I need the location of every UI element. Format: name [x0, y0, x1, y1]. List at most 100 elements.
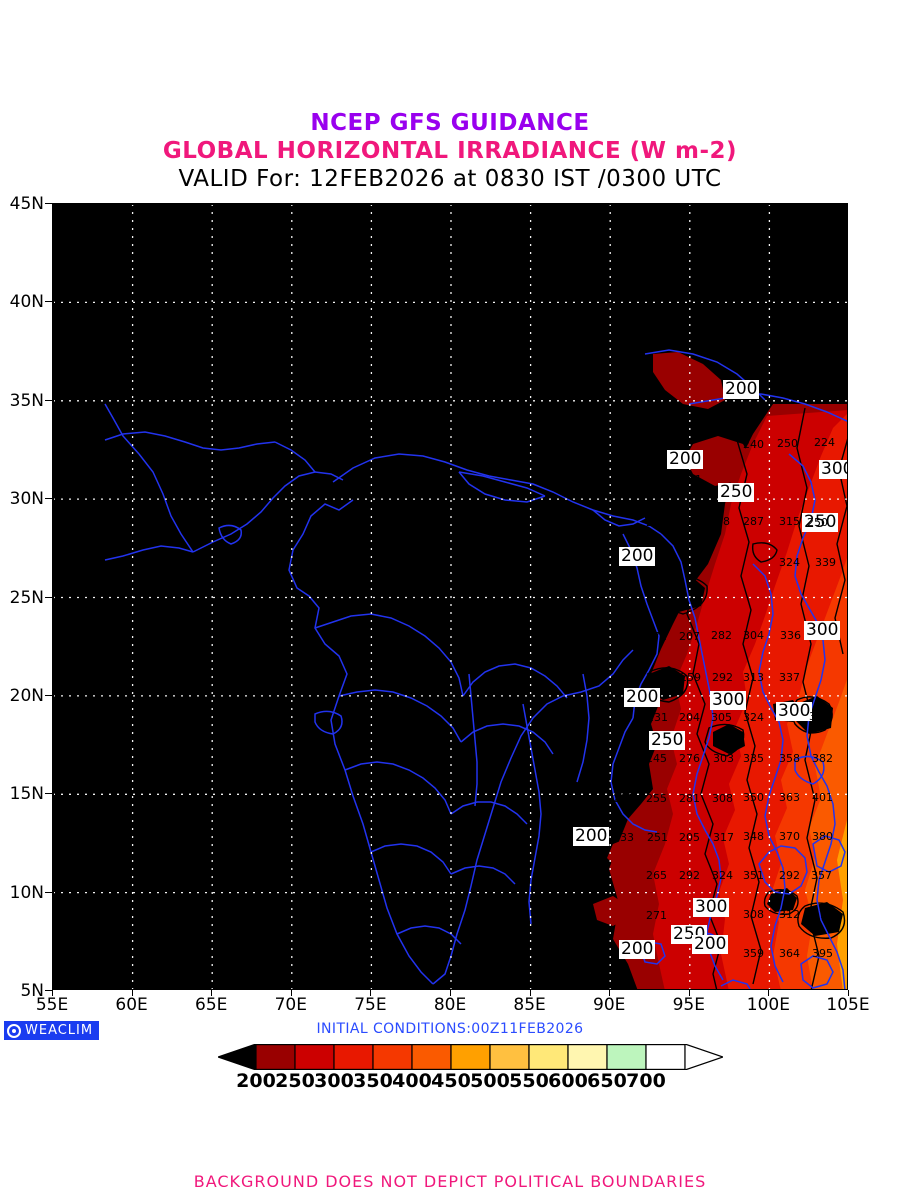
- x-axis-tick-label: 85E: [513, 995, 546, 1015]
- grid-point-value: 265: [646, 869, 667, 882]
- chart-title-validtime: VALID For: 12FEB2026 at 0830 IST /0300 U…: [178, 166, 722, 192]
- grid-point-value: 380: [812, 830, 833, 843]
- y-axis-tick-label: 10N: [9, 882, 44, 903]
- x-axis-tick: [848, 990, 849, 996]
- grid-point-value: 315: [779, 515, 800, 528]
- grid-point-value: 336: [780, 629, 801, 642]
- colorbar-segment: [294, 1044, 335, 1070]
- grid-point-value: 276: [679, 752, 700, 765]
- colorbar-segment: [450, 1044, 491, 1070]
- grid-point-value: 261: [681, 473, 702, 486]
- colorbar-tick-label: 600: [548, 1070, 588, 1092]
- grid-point-value: 303: [713, 752, 734, 765]
- colorbar-tick-label: 400: [392, 1070, 432, 1092]
- grid-point-value: 224: [814, 436, 835, 449]
- grid-point-value: 324: [779, 556, 800, 569]
- contour-label: 300: [776, 701, 813, 721]
- colorbar-tick-label: 250: [275, 1070, 315, 1092]
- chart-title-agency: NCEP GFS GUIDANCE: [310, 110, 590, 136]
- grid-point-value: 324: [743, 711, 764, 724]
- map-plot-area[interactable]: 200 200 250 300 250 200 300 200 300 300 250 200 300 2…: [52, 203, 848, 990]
- y-axis-tick-label: 45N: [9, 194, 44, 214]
- weaclim-logo[interactable]: WEACLIM: [4, 1021, 100, 1040]
- grid-point-value: 324: [712, 869, 733, 882]
- y-axis-tick-label: 20N: [9, 685, 44, 706]
- grid-point-value: 281: [679, 792, 700, 805]
- grid-point-value: 313: [743, 671, 764, 684]
- grid-point-value: 213: [646, 516, 667, 529]
- colorbar-over-arrow: [684, 1044, 723, 1070]
- y-axis-tick: [45, 400, 52, 401]
- grid-point-value: 350: [743, 791, 764, 804]
- colorbar-tick-label: 350: [353, 1070, 393, 1092]
- grid-point-value: 225: [646, 671, 667, 684]
- grid-point-value: 364: [779, 947, 800, 960]
- contour-label: 250: [718, 482, 755, 502]
- colorbar-tick-label: 450: [431, 1070, 471, 1092]
- colorbar-tick-label: 550: [509, 1070, 549, 1092]
- y-axis-tick: [45, 203, 52, 204]
- grid-point-value: 357: [811, 869, 832, 882]
- x-axis-tick: [450, 990, 451, 996]
- colorbar-under-arrow: [218, 1044, 257, 1070]
- x-axis-tick: [211, 990, 212, 996]
- x-axis-tick-label: 60E: [115, 995, 148, 1015]
- grid-point-value: 370: [779, 830, 800, 843]
- disclaimer-text: BACKGROUND DOES NOT DEPICT POLITICAL BOU…: [193, 1172, 707, 1191]
- circle-target-icon: [7, 1023, 21, 1038]
- grid-point-value: 259: [680, 671, 701, 684]
- y-axis-tick: [45, 990, 52, 991]
- contour-label: 200: [573, 826, 610, 846]
- colorbar-segment: [255, 1044, 296, 1070]
- map-canvas: [53, 204, 847, 989]
- grid-point-value: 271: [646, 909, 667, 922]
- grid-point-value: 207: [679, 630, 700, 643]
- colorbar[interactable]: [218, 1044, 723, 1070]
- grid-point-value: 222: [667, 405, 688, 418]
- grid-point-value: 348: [743, 830, 764, 843]
- colorbar-segment: [528, 1044, 569, 1070]
- x-axis-tick-label: 105E: [826, 995, 870, 1015]
- contour-label: 200: [624, 687, 661, 707]
- grid-point-value: 329: [809, 710, 830, 723]
- colorbar-segment: [489, 1044, 530, 1070]
- y-axis-tick: [45, 597, 52, 598]
- grid-point-value: 204: [679, 711, 700, 724]
- grid-point-value: 401: [812, 791, 833, 804]
- colorbar-segment: [606, 1044, 647, 1070]
- contour-label: 200: [723, 379, 760, 399]
- grid-point-value: 251: [647, 831, 668, 844]
- colorbar-segment: [372, 1044, 413, 1070]
- grid-point-value: 335: [743, 752, 764, 765]
- x-axis-tick-label: 95E: [672, 995, 705, 1015]
- y-axis-tick-label: 15N: [9, 784, 44, 805]
- grid-point-value: 304: [743, 629, 764, 642]
- weaclim-label: WEACLIM: [25, 1023, 94, 1038]
- x-axis-tick-label: 100E: [746, 995, 790, 1015]
- contour-label: 200: [619, 939, 656, 959]
- y-axis-tick-label: 30N: [9, 489, 44, 510]
- colorbar-segment: [333, 1044, 374, 1070]
- x-axis-tick: [768, 990, 769, 996]
- x-axis-tick: [609, 990, 610, 996]
- colorbar-tick-label: 500: [470, 1070, 510, 1092]
- contour-label: 250: [649, 730, 686, 750]
- grid-point-value: 287: [743, 515, 764, 528]
- x-axis-tick-label: 65E: [195, 995, 228, 1015]
- x-axis-tick-label: 70E: [274, 995, 307, 1015]
- contour-label: 200: [692, 934, 729, 954]
- grid-point-value: 312: [779, 908, 800, 921]
- y-axis-tick-label: 5N: [20, 981, 44, 1001]
- colorbar-tick-label: 200: [236, 1070, 276, 1092]
- grid-point-value: 363: [779, 791, 800, 804]
- y-axis-tick-label: 25N: [9, 587, 44, 608]
- title-block: NCEP GFS GUIDANCE GLOBAL HORIZONTAL IRRA…: [0, 112, 900, 191]
- grid-point-value: 317: [713, 831, 734, 844]
- grid-point-value: 255: [646, 792, 667, 805]
- colorbar-tick-label: 700: [626, 1070, 666, 1092]
- map-gridlines: [53, 204, 847, 989]
- colorbar-tick-labels: 200 250 300 350 400 450 500 550 600 650 700: [218, 1070, 723, 1094]
- y-axis-tick: [45, 793, 52, 794]
- initial-conditions-text: INITIAL CONDITIONS:00Z11FEB2026: [316, 1021, 584, 1037]
- grid-point-value: 231: [613, 792, 634, 805]
